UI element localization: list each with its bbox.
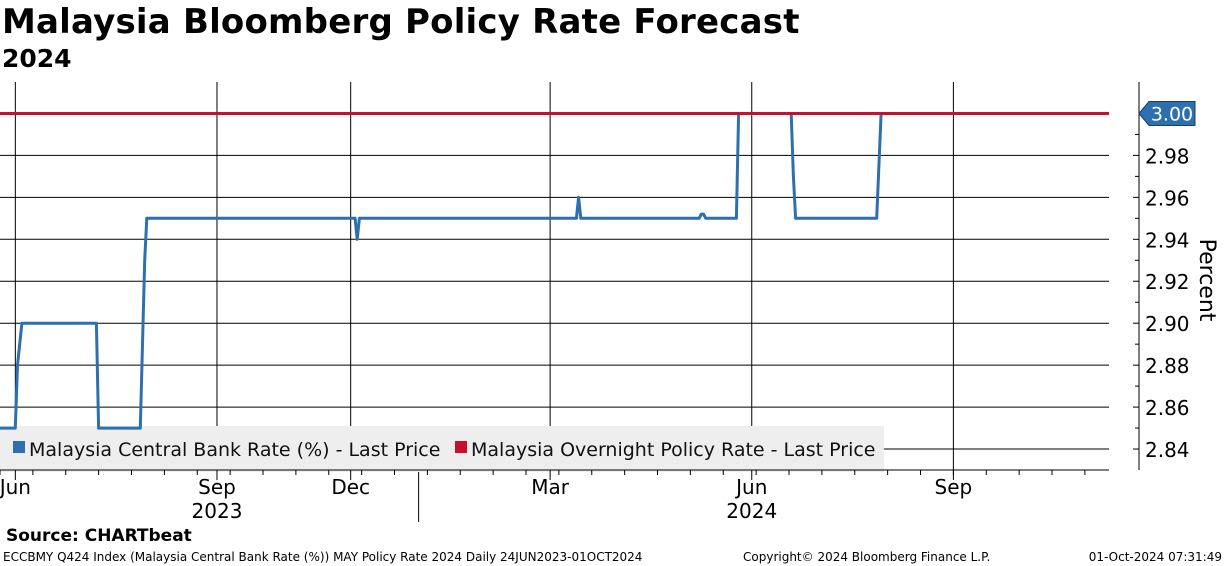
- x-tick-label: Jun: [0, 475, 31, 499]
- x-tick-label: Dec: [331, 475, 370, 499]
- footer-timestamp: 01-Oct-2024 07:31:49: [1088, 550, 1222, 564]
- tick-labels: 2.84 2.86 2.88 2.90 2.92 2.94 2.96 2.98 Jun Sep De…: [0, 100, 1219, 523]
- axes: [0, 82, 1140, 522]
- y-tick-label: 2.84: [1145, 438, 1190, 462]
- y-tick-label: 2.98: [1145, 144, 1190, 168]
- legend-label: Malaysia Overnight Policy Rate - Last Pr…: [471, 439, 876, 461]
- legend-swatch: [455, 441, 467, 453]
- legend: Malaysia Central Bank Rate (%) - Last Pr…: [0, 426, 884, 472]
- year-label: 2023: [192, 499, 243, 523]
- x-tick-label: Jun: [734, 475, 767, 499]
- source-note: Source: CHARTbeat: [6, 526, 192, 546]
- legend-swatch: [13, 441, 25, 453]
- y-axis-label: Percent: [1194, 239, 1219, 322]
- chart-title: Malaysia Bloomberg Policy Rate Forecast: [2, 2, 800, 42]
- y-tick-label: 2.86: [1145, 396, 1190, 420]
- footer-copyright: Copyright© 2024 Bloomberg Finance L.P.: [743, 550, 991, 564]
- y-tick-label: 2.96: [1145, 186, 1190, 210]
- chart-subtitle: 2024: [2, 44, 72, 73]
- last-value-label: 3.00: [1151, 103, 1193, 125]
- y-tick-label: 2.94: [1145, 228, 1190, 252]
- series-lines: [0, 112, 1109, 430]
- y-tick-label: 2.92: [1145, 270, 1190, 294]
- x-tick-label: Mar: [531, 475, 570, 499]
- x-tick-label: Sep: [935, 475, 973, 499]
- legend-box: [0, 426, 884, 472]
- legend-label: Malaysia Central Bank Rate (%) - Last Pr…: [29, 439, 440, 461]
- gridlines: [0, 82, 1109, 470]
- y-tick-label: 2.88: [1145, 354, 1190, 378]
- central-bank-rate-line: [0, 112, 883, 430]
- x-tick-label: Sep: [198, 475, 236, 499]
- footer-ticker-info: ECCBMY Q424 Index (Malaysia Central Bank…: [3, 550, 643, 564]
- year-label: 2024: [726, 499, 777, 523]
- y-tick-label: 2.90: [1145, 312, 1190, 336]
- last-value-tag: [1138, 100, 1196, 126]
